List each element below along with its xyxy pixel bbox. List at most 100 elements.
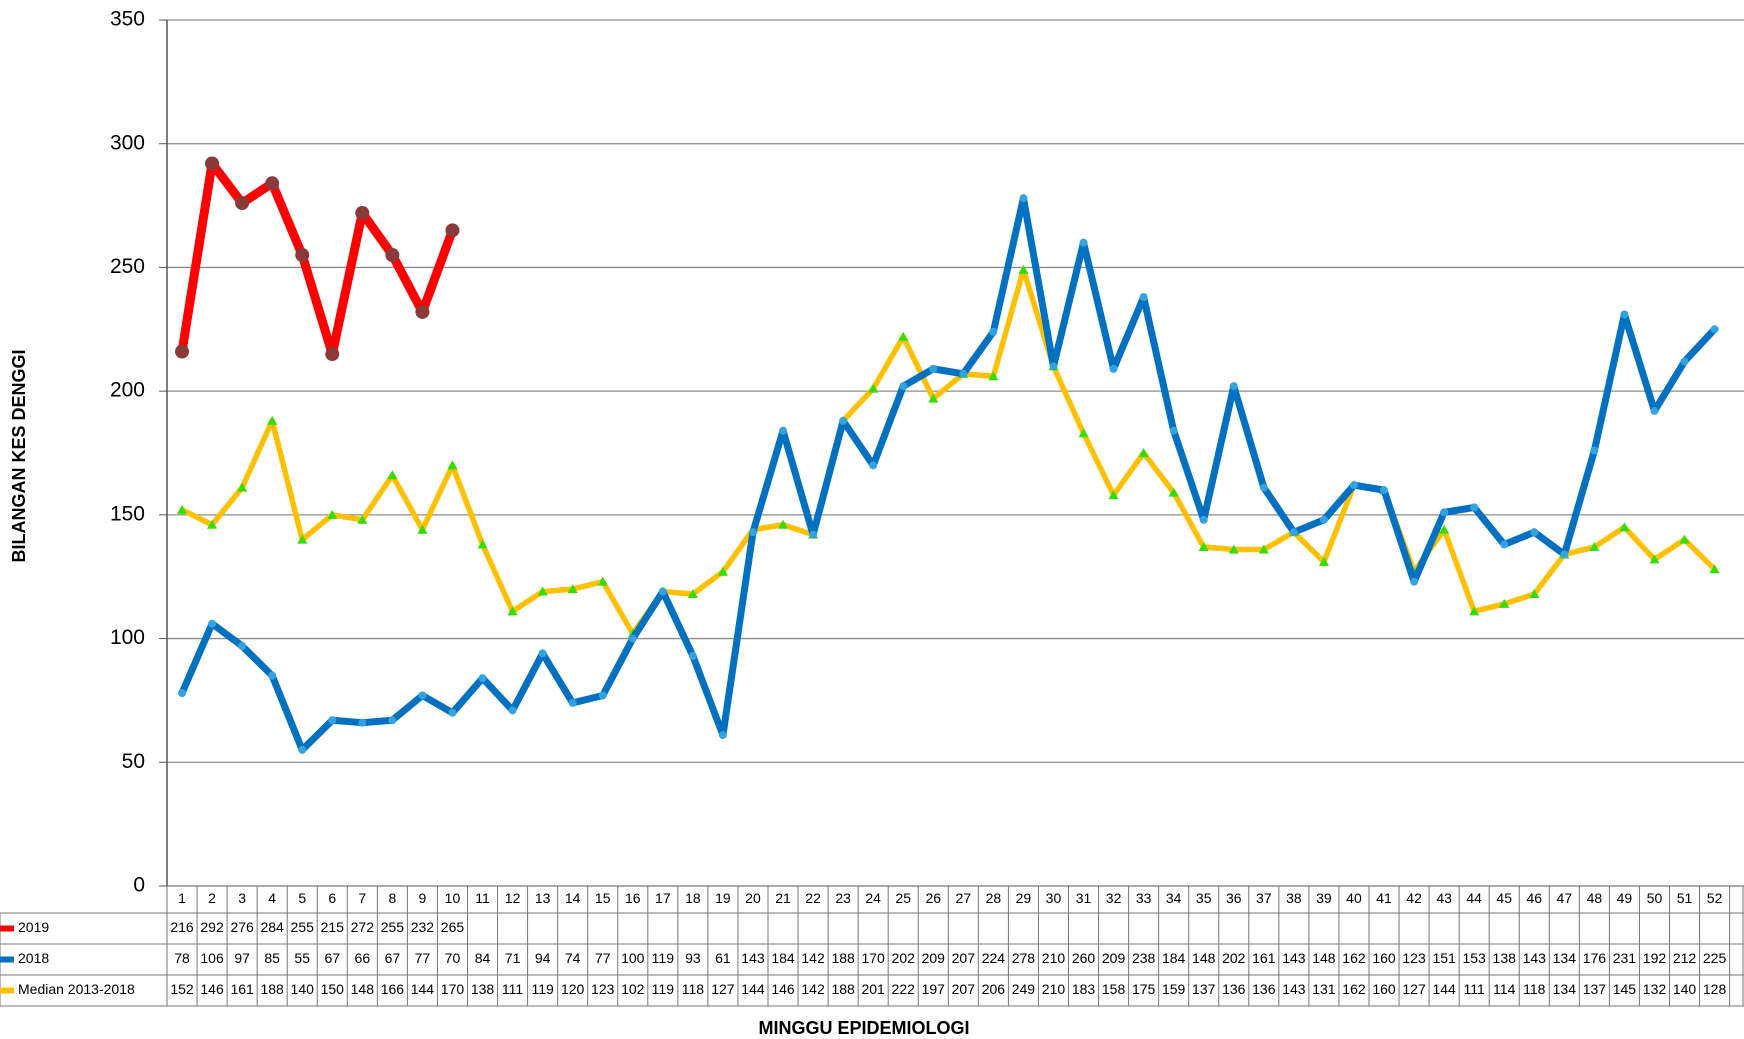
table-value: 84 bbox=[475, 950, 491, 966]
point-marker bbox=[448, 708, 457, 717]
y-axis-title: BILANGAN KES DENGGI bbox=[9, 349, 29, 562]
y-tick-label: 150 bbox=[110, 502, 145, 525]
point-marker bbox=[1410, 577, 1419, 586]
point-marker bbox=[265, 176, 280, 191]
table-value: 114 bbox=[1493, 981, 1516, 997]
table-value: 132 bbox=[1643, 981, 1667, 997]
y-tick-label: 350 bbox=[110, 8, 145, 31]
table-value: 224 bbox=[982, 950, 1006, 966]
table-value: 77 bbox=[595, 950, 611, 966]
x-tick-label: 4 bbox=[268, 890, 276, 906]
x-tick-label: 32 bbox=[1106, 890, 1122, 906]
point-marker bbox=[748, 528, 757, 537]
point-marker bbox=[598, 691, 607, 700]
table-value: 137 bbox=[1583, 981, 1607, 997]
table-value: 238 bbox=[1132, 950, 1156, 966]
x-tick-label: 36 bbox=[1226, 890, 1242, 906]
table-value: 160 bbox=[1372, 950, 1396, 966]
table-value: 212 bbox=[1673, 950, 1697, 966]
point-marker bbox=[298, 745, 307, 754]
point-marker bbox=[568, 698, 577, 707]
table-value: 74 bbox=[565, 950, 581, 966]
table-value: 144 bbox=[411, 981, 435, 997]
x-tick-label: 52 bbox=[1707, 890, 1723, 906]
point-marker bbox=[898, 331, 909, 341]
table-value: 292 bbox=[200, 919, 224, 935]
table-value: 127 bbox=[711, 981, 735, 997]
table-value: 118 bbox=[682, 981, 705, 997]
point-marker bbox=[328, 716, 337, 725]
point-marker bbox=[388, 716, 397, 725]
x-tick-label: 23 bbox=[835, 890, 851, 906]
x-tick-label: 29 bbox=[1016, 890, 1032, 906]
point-marker bbox=[928, 393, 939, 403]
table-value: 67 bbox=[385, 950, 401, 966]
point-marker bbox=[1018, 264, 1029, 274]
point-marker bbox=[1499, 598, 1510, 608]
x-tick-label: 35 bbox=[1196, 890, 1212, 906]
table-value: 143 bbox=[741, 950, 765, 966]
x-tick-label: 6 bbox=[328, 890, 336, 906]
table-value: 146 bbox=[200, 981, 224, 997]
point-marker bbox=[899, 382, 908, 391]
table-value: 119 bbox=[652, 950, 675, 966]
point-marker bbox=[357, 514, 368, 524]
point-marker bbox=[297, 534, 308, 544]
x-tick-label: 45 bbox=[1496, 890, 1512, 906]
table-value: 134 bbox=[1553, 981, 1577, 997]
table-value: 278 bbox=[1012, 950, 1036, 966]
table-value: 131 bbox=[1312, 981, 1336, 997]
series-line bbox=[177, 159, 457, 359]
point-marker bbox=[1650, 406, 1659, 415]
point-marker bbox=[268, 671, 277, 680]
table-value: 138 bbox=[1493, 950, 1517, 966]
table-value: 119 bbox=[531, 981, 554, 997]
point-marker bbox=[688, 651, 697, 660]
point-marker bbox=[1469, 606, 1480, 616]
table-value: 137 bbox=[1192, 981, 1216, 997]
point-marker bbox=[538, 649, 547, 658]
point-marker bbox=[1168, 487, 1179, 497]
point-marker bbox=[989, 327, 998, 336]
table-value: 166 bbox=[381, 981, 405, 997]
point-marker bbox=[1589, 542, 1600, 552]
table-value: 143 bbox=[1282, 950, 1306, 966]
point-marker bbox=[235, 196, 250, 211]
table-value: 85 bbox=[264, 950, 280, 966]
x-tick-label: 25 bbox=[895, 890, 911, 906]
x-tick-label: 10 bbox=[445, 890, 461, 906]
table-value: 272 bbox=[351, 919, 375, 935]
point-marker bbox=[1680, 357, 1689, 366]
table-value: 123 bbox=[591, 981, 615, 997]
y-tick-label: 200 bbox=[110, 379, 145, 402]
table-value: 184 bbox=[771, 950, 795, 966]
table-value: 184 bbox=[1162, 950, 1186, 966]
table-value: 146 bbox=[771, 981, 795, 997]
table-value: 97 bbox=[234, 950, 250, 966]
table-value: 106 bbox=[200, 950, 224, 966]
point-marker bbox=[1620, 310, 1629, 319]
point-marker bbox=[447, 460, 458, 470]
table-value: 225 bbox=[1703, 950, 1727, 966]
table-value: 134 bbox=[1553, 950, 1577, 966]
table-value: 232 bbox=[411, 919, 435, 935]
x-tick-label: 3 bbox=[238, 890, 246, 906]
table-value: 265 bbox=[441, 919, 465, 935]
x-tick-label: 49 bbox=[1617, 890, 1633, 906]
table-value: 231 bbox=[1613, 950, 1637, 966]
table-value: 175 bbox=[1132, 981, 1156, 997]
point-marker bbox=[809, 530, 818, 539]
table-value: 192 bbox=[1643, 950, 1667, 966]
point-marker bbox=[208, 619, 217, 628]
table-value: 209 bbox=[1102, 950, 1126, 966]
legend-label: Median 2013-2018 bbox=[18, 981, 135, 997]
table-value: 216 bbox=[170, 919, 194, 935]
point-marker bbox=[415, 304, 430, 319]
table-value: 143 bbox=[1523, 950, 1547, 966]
point-marker bbox=[385, 248, 400, 263]
table-value: 188 bbox=[831, 950, 855, 966]
x-tick-label: 30 bbox=[1046, 890, 1062, 906]
point-marker bbox=[237, 482, 248, 492]
x-tick-label: 38 bbox=[1286, 890, 1302, 906]
table-value: 143 bbox=[1282, 981, 1306, 997]
